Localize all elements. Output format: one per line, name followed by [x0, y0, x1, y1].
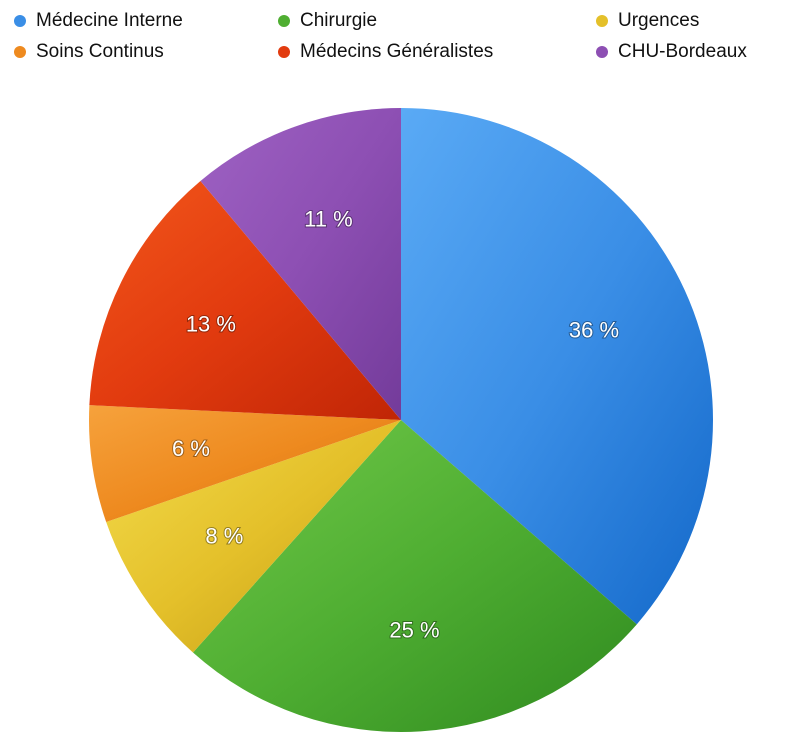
- legend-swatch-urgences: [596, 15, 608, 27]
- slice-label-urgences: 8 %: [205, 523, 243, 548]
- slice-label-chu-bordeaux: 11 %: [304, 206, 353, 231]
- legend-item-chu-bordeaux: CHU-Bordeaux: [596, 41, 747, 63]
- legend-label-soins-continus: Soins Continus: [36, 41, 164, 62]
- pie-slice-medecine-interne: [401, 108, 713, 625]
- legend-item-urgences: Urgences: [596, 10, 699, 32]
- legend: Médecine Interne Chirurgie Urgences Soin…: [0, 0, 787, 80]
- legend-swatch-chu-bordeaux: [596, 46, 608, 58]
- legend-swatch-soins-continus: [14, 46, 26, 58]
- legend-swatch-medecine-interne: [14, 15, 26, 27]
- slice-label-medecins-generalistes: 13 %: [186, 312, 236, 337]
- pie-slices: [89, 108, 713, 732]
- pie-slice-medecins-generalistes: [89, 180, 401, 420]
- pie-slice-soins-continus: [89, 405, 402, 523]
- slice-label-soins-continus: 6 %: [172, 436, 210, 461]
- legend-item-chirurgie: Chirurgie: [278, 10, 377, 32]
- slice-label-chirurgie: 25 %: [389, 618, 439, 643]
- legend-label-chirurgie: Chirurgie: [300, 10, 378, 31]
- pie-slice-urgences: [106, 420, 402, 653]
- legend-item-soins-continus: Soins Continus: [14, 41, 164, 63]
- pie-slice-chirurgie: [192, 420, 637, 732]
- legend-label-medecine-interne: Médecine Interne: [36, 10, 183, 31]
- slice-label-medecine-interne: 36 %: [569, 318, 619, 343]
- legend-label-urgences: Urgences: [618, 10, 700, 31]
- pie-labels: 36 % 25 % 8 % 6 % 13 % 11 %: [171, 205, 620, 643]
- legend-label-medecins-generalistes: Médecins Généralistes: [300, 41, 494, 62]
- legend-label-chu-bordeaux: CHU-Bordeaux: [618, 41, 747, 62]
- legend-swatch-medecins-generalistes: [278, 46, 290, 58]
- legend-item-medecins-generalistes: Médecins Généralistes: [278, 41, 493, 63]
- pie-slice-chu-bordeaux: [200, 108, 401, 420]
- legend-swatch-chirurgie: [278, 15, 290, 27]
- legend-item-medecine-interne: Médecine Interne: [14, 10, 183, 32]
